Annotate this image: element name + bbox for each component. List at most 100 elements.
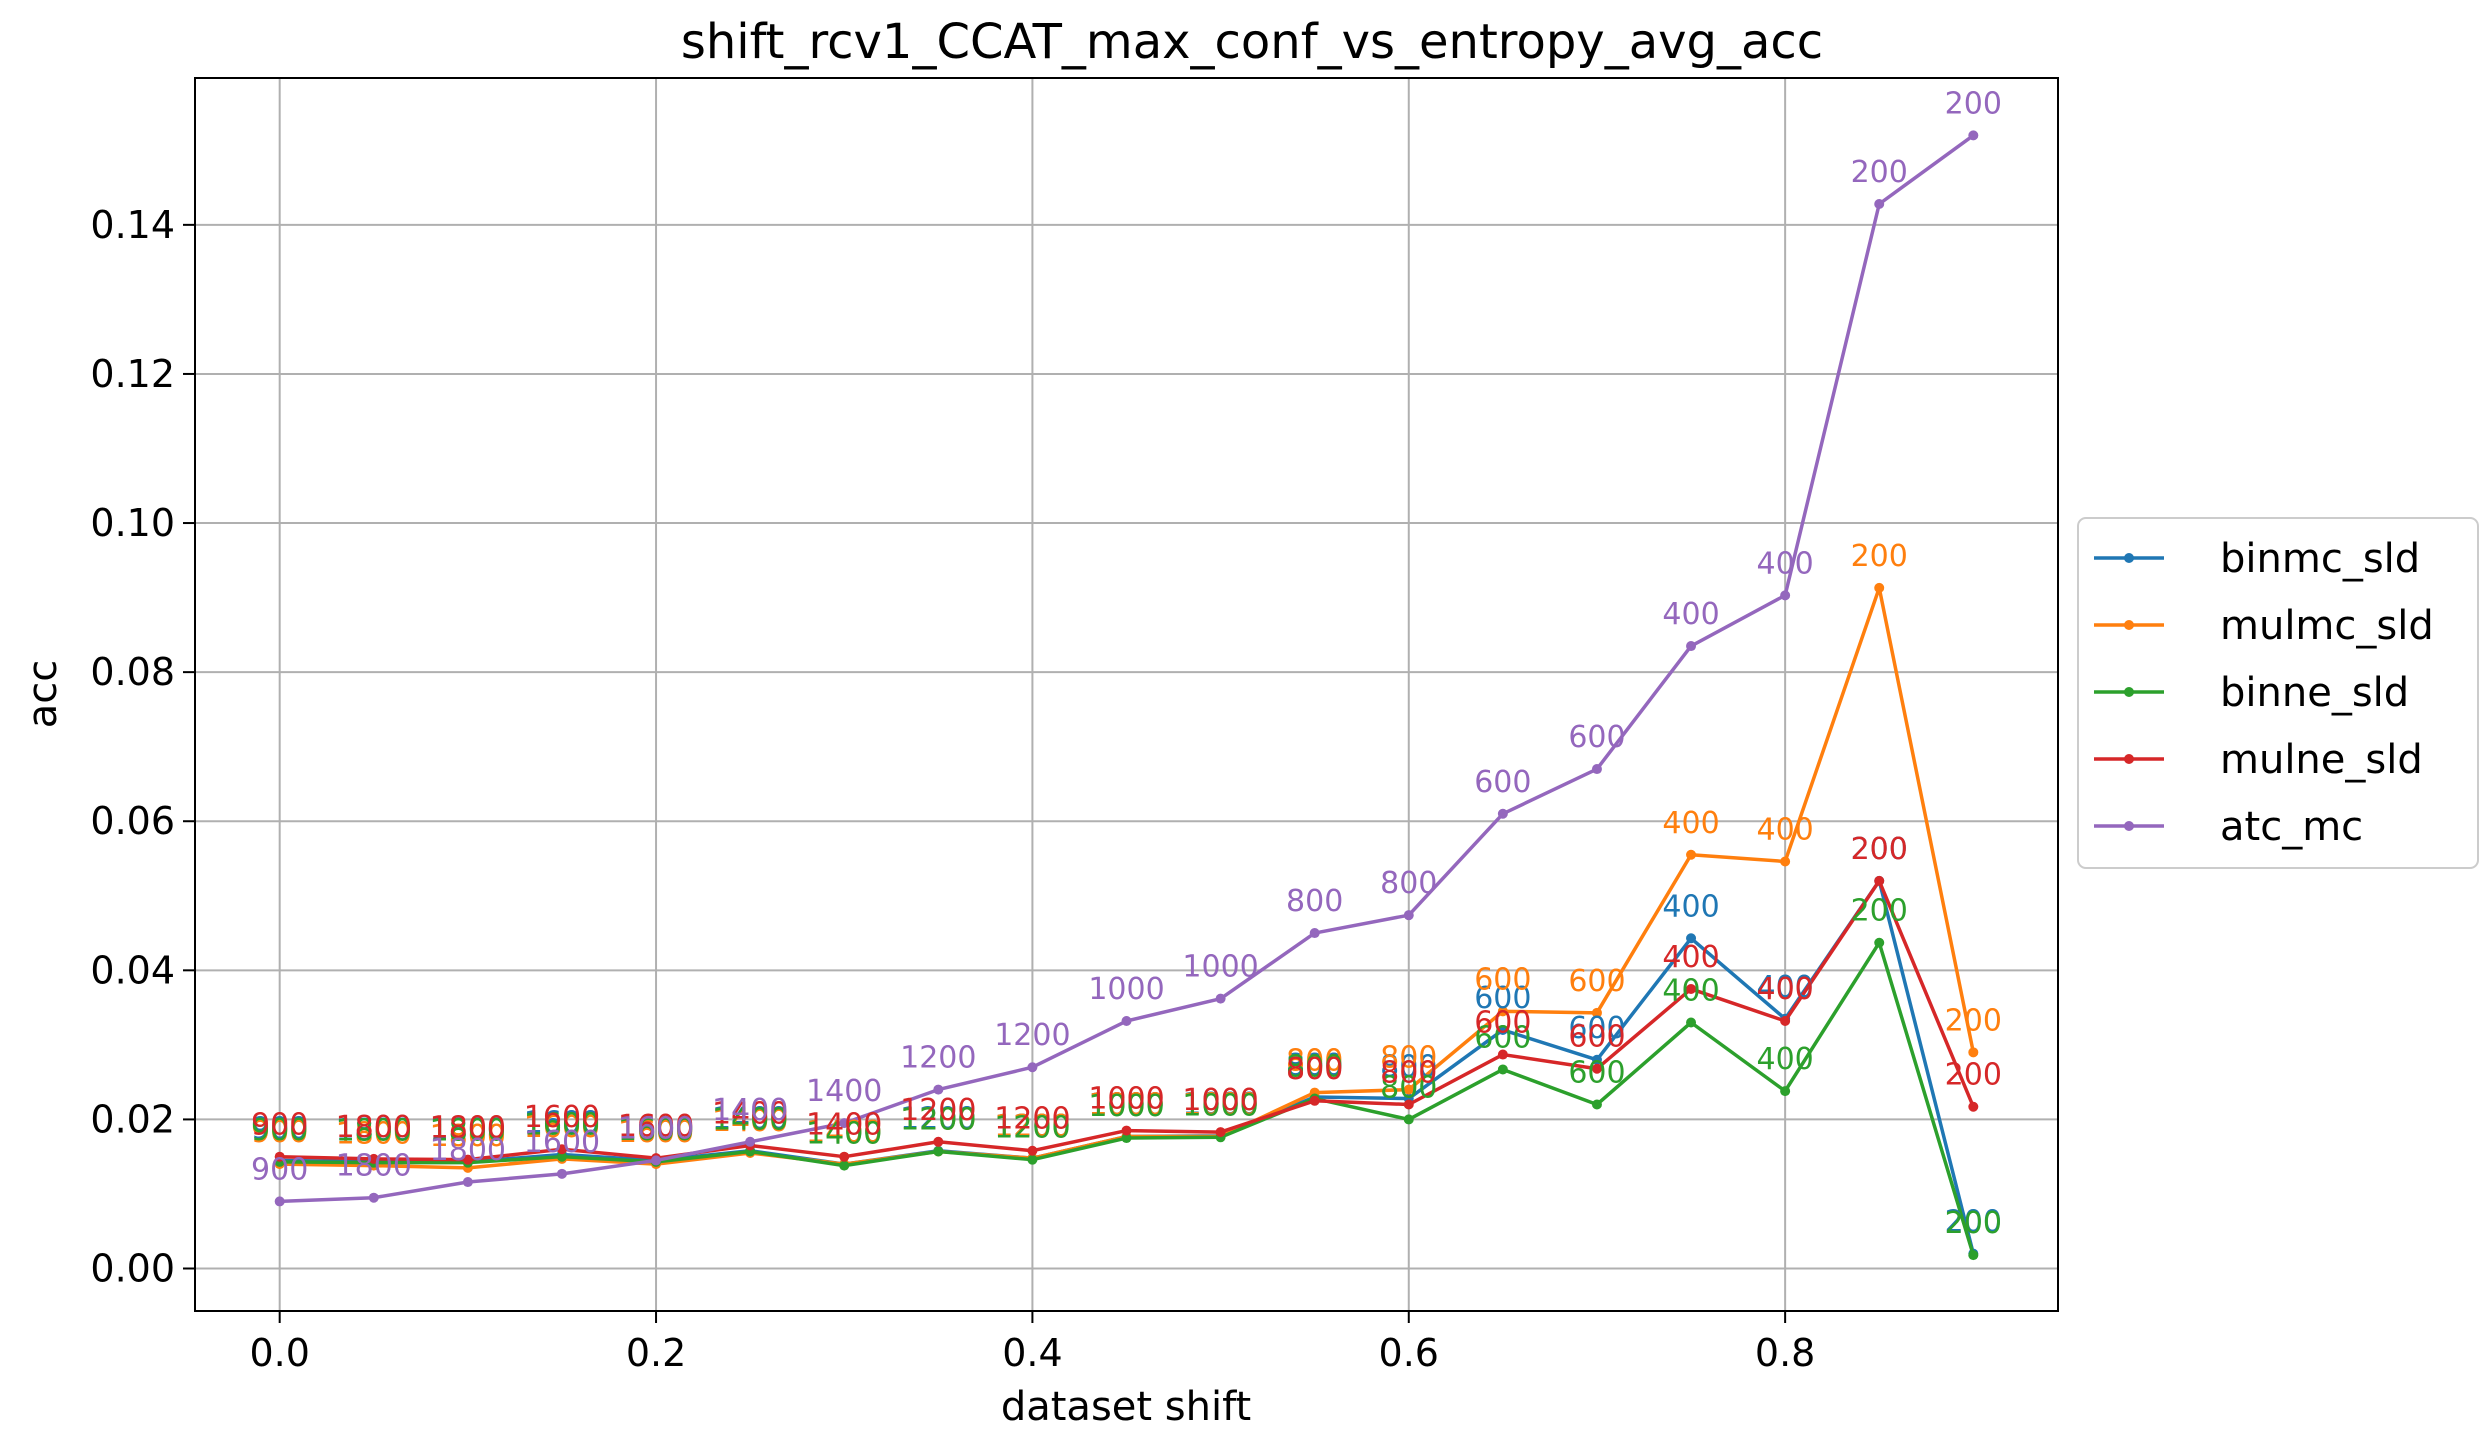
data-label: 400 [1757, 972, 1814, 1007]
y-tick-label: 0.12 [90, 352, 175, 396]
data-label: 1000 [1182, 1088, 1258, 1123]
legend-swatch-marker [2124, 553, 2134, 563]
data-label: 200 [1945, 1206, 2002, 1241]
data-point [368, 1153, 379, 1164]
y-tick-label: 0.10 [90, 501, 175, 545]
y-tick-label: 0.00 [90, 1247, 175, 1291]
legend-label: atc_mc [2220, 804, 2363, 850]
data-point [1874, 875, 1885, 886]
data-label: 1400 [712, 1097, 788, 1132]
legend-entries: binmc_sld mulmc_sld binne_sld mulne_sld atc_… [2094, 536, 2434, 850]
x-tick-label: 0.8 [1755, 1331, 1815, 1375]
data-point [1403, 910, 1414, 921]
x-tick-label: 0.2 [626, 1331, 686, 1375]
y-tick-label: 0.02 [90, 1097, 175, 1141]
data-point [1497, 1064, 1508, 1075]
data-label: 200 [1851, 832, 1908, 867]
data-point [1591, 1054, 1602, 1065]
data-point [1686, 983, 1697, 994]
data-label: 400 [1662, 940, 1719, 975]
legend-label: mulne_sld [2220, 737, 2423, 783]
data-label: 200 [1945, 86, 2002, 121]
grid-lines [195, 78, 2058, 1311]
data-point [1497, 1024, 1508, 1035]
data-point [1686, 641, 1697, 652]
data-label: 1600 [618, 1111, 694, 1146]
legend-swatch-marker [2124, 687, 2134, 697]
series-lines [274, 130, 1979, 1261]
data-label: 1800 [430, 1114, 506, 1149]
data-label: 1400 [712, 1102, 788, 1137]
data-label: 1400 [806, 1108, 882, 1143]
data-label: 900 [251, 1108, 308, 1143]
data-point [1121, 1125, 1132, 1136]
data-label: 1200 [994, 1111, 1070, 1146]
data-label: 200 [1945, 1003, 2002, 1038]
data-label: 900 [251, 1111, 308, 1146]
legend-swatch-marker [2124, 620, 2134, 630]
data-label: 1200 [994, 1018, 1070, 1053]
legend-item-binmc_sld: binmc_sld [2094, 536, 2420, 582]
data-point [839, 1151, 850, 1162]
data-label: 900 [251, 1113, 308, 1148]
data-label: 1800 [336, 1117, 412, 1152]
data-label: 1600 [618, 1115, 694, 1150]
data-point [462, 1154, 473, 1165]
data-point [556, 1168, 567, 1179]
data-label: 1600 [524, 1108, 600, 1143]
y-tick-label: 0.14 [90, 203, 175, 247]
data-label: 200 [1945, 1058, 2002, 1093]
legend-label: binmc_sld [2220, 536, 2420, 582]
legend-item-binne_sld: binne_sld [2094, 670, 2409, 716]
data-label: 1000 [1182, 1088, 1258, 1123]
data-point [933, 1136, 944, 1147]
data-label: 900 [251, 1152, 308, 1187]
data-label: 400 [1757, 970, 1814, 1005]
x-tick-label: 0.6 [1379, 1331, 1439, 1375]
data-label: 1200 [900, 1102, 976, 1137]
data-point [1591, 764, 1602, 775]
data-label: 1200 [900, 1041, 976, 1076]
data-point [1874, 582, 1885, 593]
legend-swatch-marker [2124, 821, 2134, 831]
data-point [1403, 1084, 1414, 1095]
plot-frame [194, 77, 2059, 1312]
data-point [1686, 1017, 1697, 1028]
legend-label: binne_sld [2220, 670, 2409, 716]
data-label: 1800 [430, 1113, 506, 1148]
data-label: 1200 [900, 1102, 976, 1137]
data-point [1591, 1099, 1602, 1110]
data-label: 1800 [336, 1110, 412, 1145]
data-label: 900 [251, 1115, 308, 1150]
x-axis-ticks: 0.0 0.2 0.4 0.6 0.8 [249, 1311, 1815, 1375]
data-label: 600 [1474, 765, 1531, 800]
data-point [274, 1196, 285, 1207]
data-label: 1200 [900, 1093, 976, 1128]
data-label: 1800 [430, 1133, 506, 1168]
data-label: 1600 [618, 1109, 694, 1144]
x-axis-title: dataset shift [1001, 1384, 1251, 1430]
data-point [1686, 849, 1697, 860]
data-label: 1000 [1182, 1083, 1258, 1118]
data-label: 1200 [900, 1102, 976, 1137]
data-label: 1600 [524, 1110, 600, 1145]
data-point [1403, 1099, 1414, 1110]
legend-item-mulmc_sld: mulmc_sld [2094, 603, 2434, 649]
data-label: 800 [1380, 866, 1437, 901]
data-point [1968, 1047, 1979, 1058]
legend: binmc_sld mulmc_sld binne_sld mulne_sld atc_… [2077, 517, 2479, 869]
data-label: 1600 [618, 1113, 694, 1148]
legend-item-atc_mc: atc_mc [2094, 804, 2363, 850]
data-point [1968, 1101, 1979, 1112]
data-label: 1600 [618, 1111, 694, 1146]
data-label: 1200 [994, 1109, 1070, 1144]
data-label: 600 [1568, 964, 1625, 999]
data-point [274, 1151, 285, 1162]
data-label: 400 [1662, 889, 1719, 924]
x-tick-label: 0.4 [1002, 1331, 1062, 1375]
chart-title: shift_rcv1_CCAT_max_conf_vs_entropy_avg_… [681, 14, 1823, 70]
data-point [1309, 928, 1320, 939]
data-label: 400 [1757, 1042, 1814, 1077]
